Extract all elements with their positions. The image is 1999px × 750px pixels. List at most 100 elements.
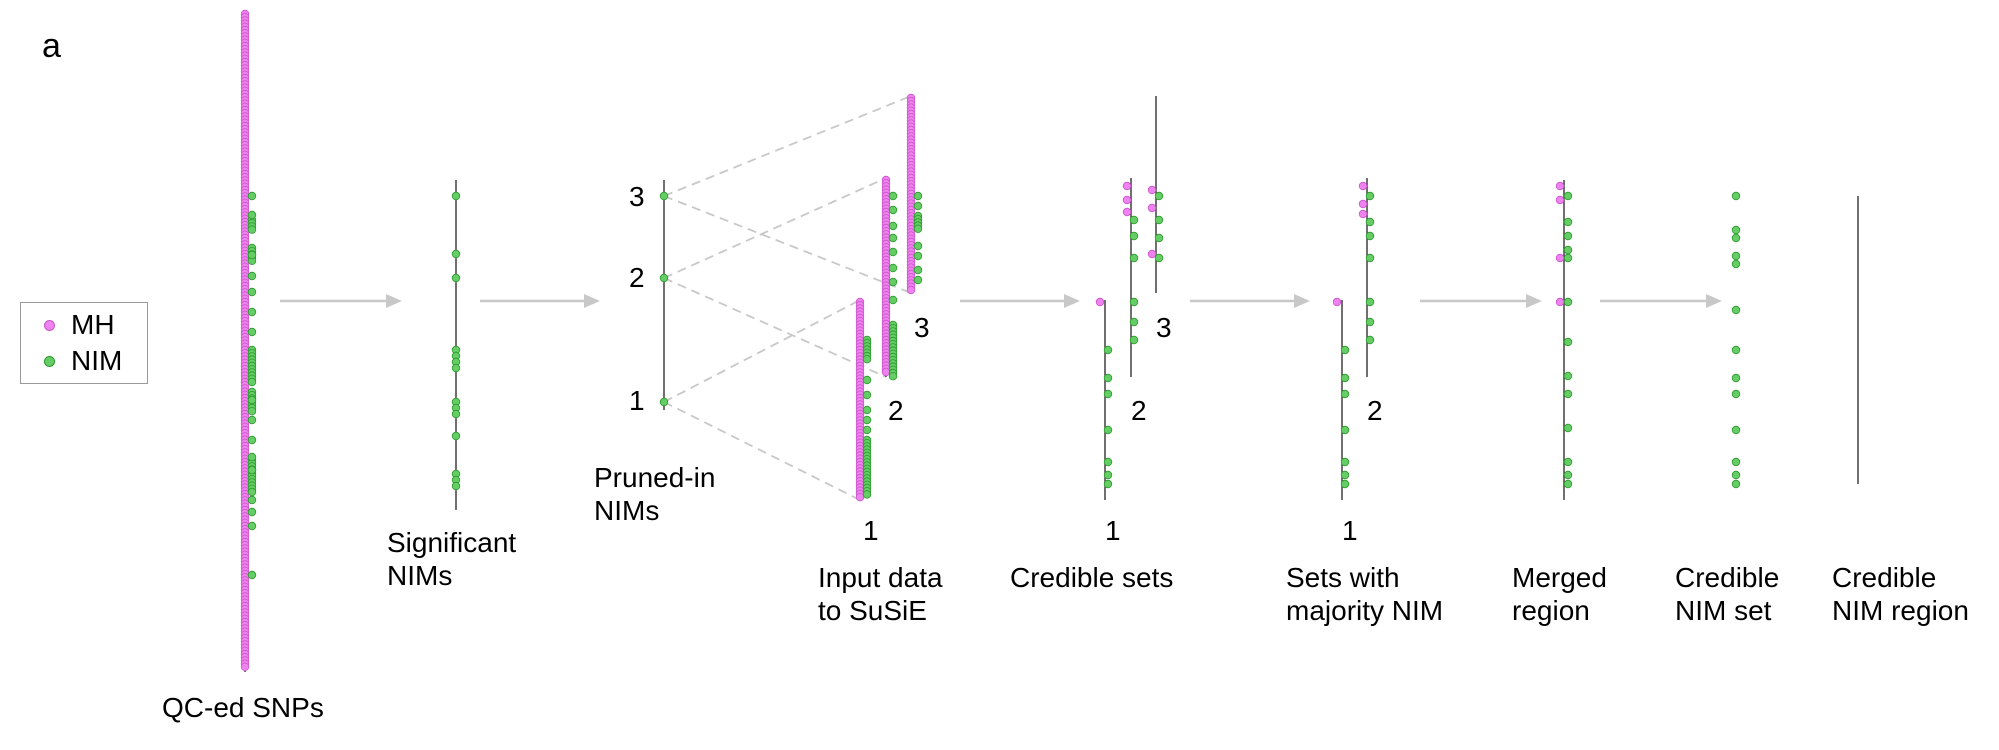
nim-snp — [862, 415, 872, 425]
nim-snp — [1340, 457, 1350, 467]
nim-snp — [659, 191, 669, 201]
mh-snp — [1358, 199, 1368, 209]
credible-nim — [1731, 425, 1741, 435]
nim-snp — [247, 435, 257, 445]
nim-snp — [1103, 373, 1113, 383]
credible-nim — [1731, 225, 1741, 235]
legend-label-mh: MH — [71, 309, 115, 340]
arrow-head — [584, 294, 600, 308]
dashed-connector — [663, 177, 887, 279]
nim-snp — [1563, 479, 1573, 489]
mh-snp — [1555, 195, 1565, 205]
stage-label-significant: Significant NIMs — [387, 527, 517, 591]
mh-snp — [1095, 297, 1105, 307]
dashed-connector — [663, 277, 887, 378]
arrow-head — [1294, 294, 1310, 308]
nim-snp — [247, 495, 257, 505]
nim-snp — [1129, 297, 1139, 307]
stage-label-credregion: Credible NIM region — [1832, 562, 1969, 626]
credible-number-3: 3 — [1156, 312, 1172, 343]
nim-snp — [451, 363, 461, 373]
nim-snp — [1103, 457, 1113, 467]
input-number-2: 2 — [888, 395, 904, 426]
credible-nim — [1731, 305, 1741, 315]
legend-item-mh: MH — [21, 307, 115, 343]
credible-nim — [1731, 259, 1741, 269]
nim-snp — [888, 247, 898, 257]
mh-snp — [1555, 181, 1565, 191]
nim-snp — [451, 431, 461, 441]
nim-snp — [913, 224, 923, 233]
nim-snp — [1103, 345, 1113, 355]
nim-snp — [247, 271, 257, 281]
legend-label-nim: NIM — [71, 345, 123, 376]
nim-snp — [1340, 373, 1350, 383]
nim-snp — [1154, 215, 1164, 225]
credible-nim — [1731, 479, 1741, 489]
nim-snp — [1340, 389, 1350, 399]
nim-snp — [862, 490, 872, 499]
stage-label-qc: QC-ed SNPs — [162, 692, 324, 723]
credible-nim — [1731, 457, 1741, 467]
nim-snp — [888, 221, 898, 231]
nim-snp — [1365, 191, 1375, 201]
mh-snp — [1147, 185, 1157, 195]
nim-snp — [247, 327, 257, 337]
nim-snp — [1563, 253, 1573, 263]
nim-snp — [862, 390, 872, 400]
stage-label-pruned: Pruned-in NIMs — [594, 462, 716, 526]
nim-snp — [1563, 191, 1573, 201]
nim-snp — [247, 210, 257, 220]
snp-tracks — [240, 9, 1859, 672]
credible-nim — [1731, 251, 1741, 261]
credible-number-1: 1 — [1105, 515, 1121, 546]
nim-snp — [247, 287, 257, 297]
nim-snp — [1340, 425, 1350, 435]
mh-snp — [1555, 297, 1565, 307]
nim-snp — [1154, 233, 1164, 243]
nim-snp — [247, 507, 257, 517]
mh-snp — [1358, 209, 1368, 219]
nim-snp — [862, 425, 872, 435]
nim-snp — [1563, 297, 1573, 307]
mh-swatch — [44, 319, 55, 331]
nim-snp — [247, 250, 257, 260]
nim-snp — [1365, 297, 1375, 307]
arrow — [1420, 294, 1542, 308]
nim-snp — [1129, 253, 1139, 263]
nim-swatch — [44, 355, 55, 367]
stage-label-majority: Sets with majority NIM — [1286, 562, 1444, 626]
nim-snp — [913, 241, 923, 251]
nim-snp — [913, 191, 923, 201]
nim-snp — [888, 372, 898, 381]
nim-snp — [247, 570, 257, 580]
nim-snp — [1563, 423, 1573, 433]
input-number-3: 3 — [914, 312, 930, 343]
nim-snp — [1563, 337, 1573, 347]
arrow — [280, 294, 402, 308]
mh-snp — [240, 662, 250, 671]
nim-snp — [1563, 245, 1573, 255]
nim-snp — [451, 249, 461, 259]
nim-snp — [888, 191, 898, 201]
dashed-connector — [663, 195, 912, 294]
nim-snp — [913, 275, 923, 285]
nim-snp — [1129, 317, 1139, 327]
stage-label-input: Input data to SuSiE — [818, 562, 943, 626]
nim-snp — [1563, 457, 1573, 467]
nim-snp — [451, 481, 461, 491]
mh-snp — [1147, 249, 1157, 259]
nim-snp — [1365, 317, 1375, 327]
credible-nim — [1731, 470, 1741, 480]
credible-number-2: 2 — [1131, 395, 1147, 426]
pruned-number-1: 1 — [629, 385, 645, 416]
mh-snp — [855, 493, 865, 502]
arrow — [480, 294, 600, 308]
nim-snp — [1340, 470, 1350, 480]
nim-snp — [451, 191, 461, 201]
input-number-1: 1 — [863, 515, 879, 546]
nim-snp — [862, 375, 872, 385]
nim-snp — [247, 521, 257, 531]
nim-snp — [913, 201, 923, 211]
nim-snp — [1563, 217, 1573, 227]
